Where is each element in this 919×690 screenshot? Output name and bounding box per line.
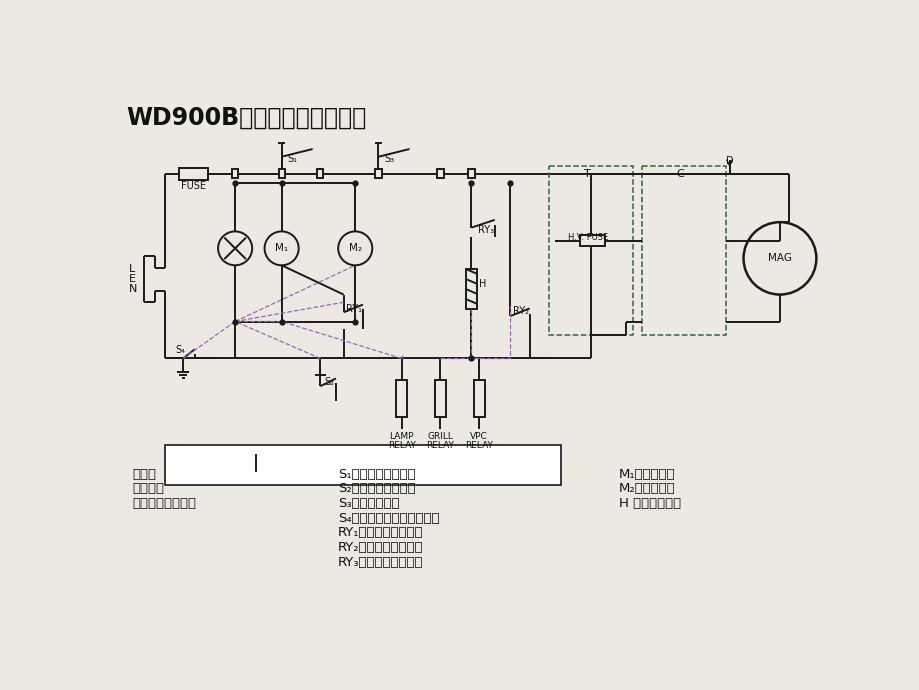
Text: M₂: M₂ [348,244,361,253]
Text: WD900B型微波炉电原理图：: WD900B型微波炉电原理图： [127,106,367,130]
Text: S₁: S₁ [287,155,297,164]
Text: MAG: MAG [767,253,791,264]
Text: VPC: VPC [470,433,488,442]
Text: RELAY: RELAY [426,441,454,450]
Bar [549,166,632,335]
Text: N: N [129,284,137,294]
Bar [579,235,604,246]
Text: RY₃: RY₃ [477,225,494,235]
Text: D: D [725,156,732,166]
Text: RY₂：微波控制继电器: RY₂：微波控制继电器 [338,541,424,554]
Text: FUSE: FUSE [181,181,206,191]
Text: M₁: M₁ [275,244,288,253]
Bar [165,444,560,485]
Text: H ：石英发热管: H ：石英发热管 [618,497,680,510]
Text: RELAY: RELAY [465,441,493,450]
Text: M₂：转盘电机: M₂：转盘电机 [618,482,675,495]
Text: L: L [129,264,135,274]
Text: LAMP: LAMP [389,433,414,442]
Text: H: H [479,279,486,289]
Text: S₄: S₄ [176,344,186,355]
Text: H.V. FUSE: H.V. FUSE [567,233,607,242]
Bar [468,169,474,178]
Text: RY₂: RY₂ [512,306,528,316]
Text: T: T [584,169,591,179]
Bar [178,168,208,180]
Bar [317,169,323,178]
Bar [435,380,446,417]
Text: 炉门：关: 炉门：关 [132,482,164,495]
Text: S₂：门第二联锁开关: S₂：门第二联锁开关 [338,482,415,495]
Text: S₂: S₂ [323,377,334,387]
Text: C: C [676,169,684,179]
Text: GRILL: GRILL [427,433,453,442]
Bar [232,169,238,178]
Text: RELAY: RELAY [388,441,415,450]
Text: S₃: S₃ [383,155,393,164]
Bar [278,169,284,178]
Text: RY₁：炉灯控制继电器: RY₁：炉灯控制继电器 [338,526,424,540]
Bar [437,169,443,178]
Text: 薄膜开关：按取消: 薄膜开关：按取消 [132,497,196,510]
Bar [641,166,725,335]
Bar [396,380,407,417]
Text: 条件：: 条件： [132,468,156,481]
Bar [466,269,476,309]
Bar [375,169,381,178]
Text: RY₁: RY₁ [346,304,361,314]
Text: S₃：门监控开关: S₃：门监控开关 [338,497,400,510]
Text: S₁：门第一联锁开关: S₁：门第一联锁开关 [338,468,415,481]
Text: M₁：风扇电机: M₁：风扇电机 [618,468,675,481]
Text: E: E [129,274,136,284]
Text: RY₃：烧烤控制继电器: RY₃：烧烤控制继电器 [338,555,424,569]
Bar [473,380,484,417]
Text: S₄：磁控管自复位热断路器: S₄：磁控管自复位热断路器 [338,512,439,524]
